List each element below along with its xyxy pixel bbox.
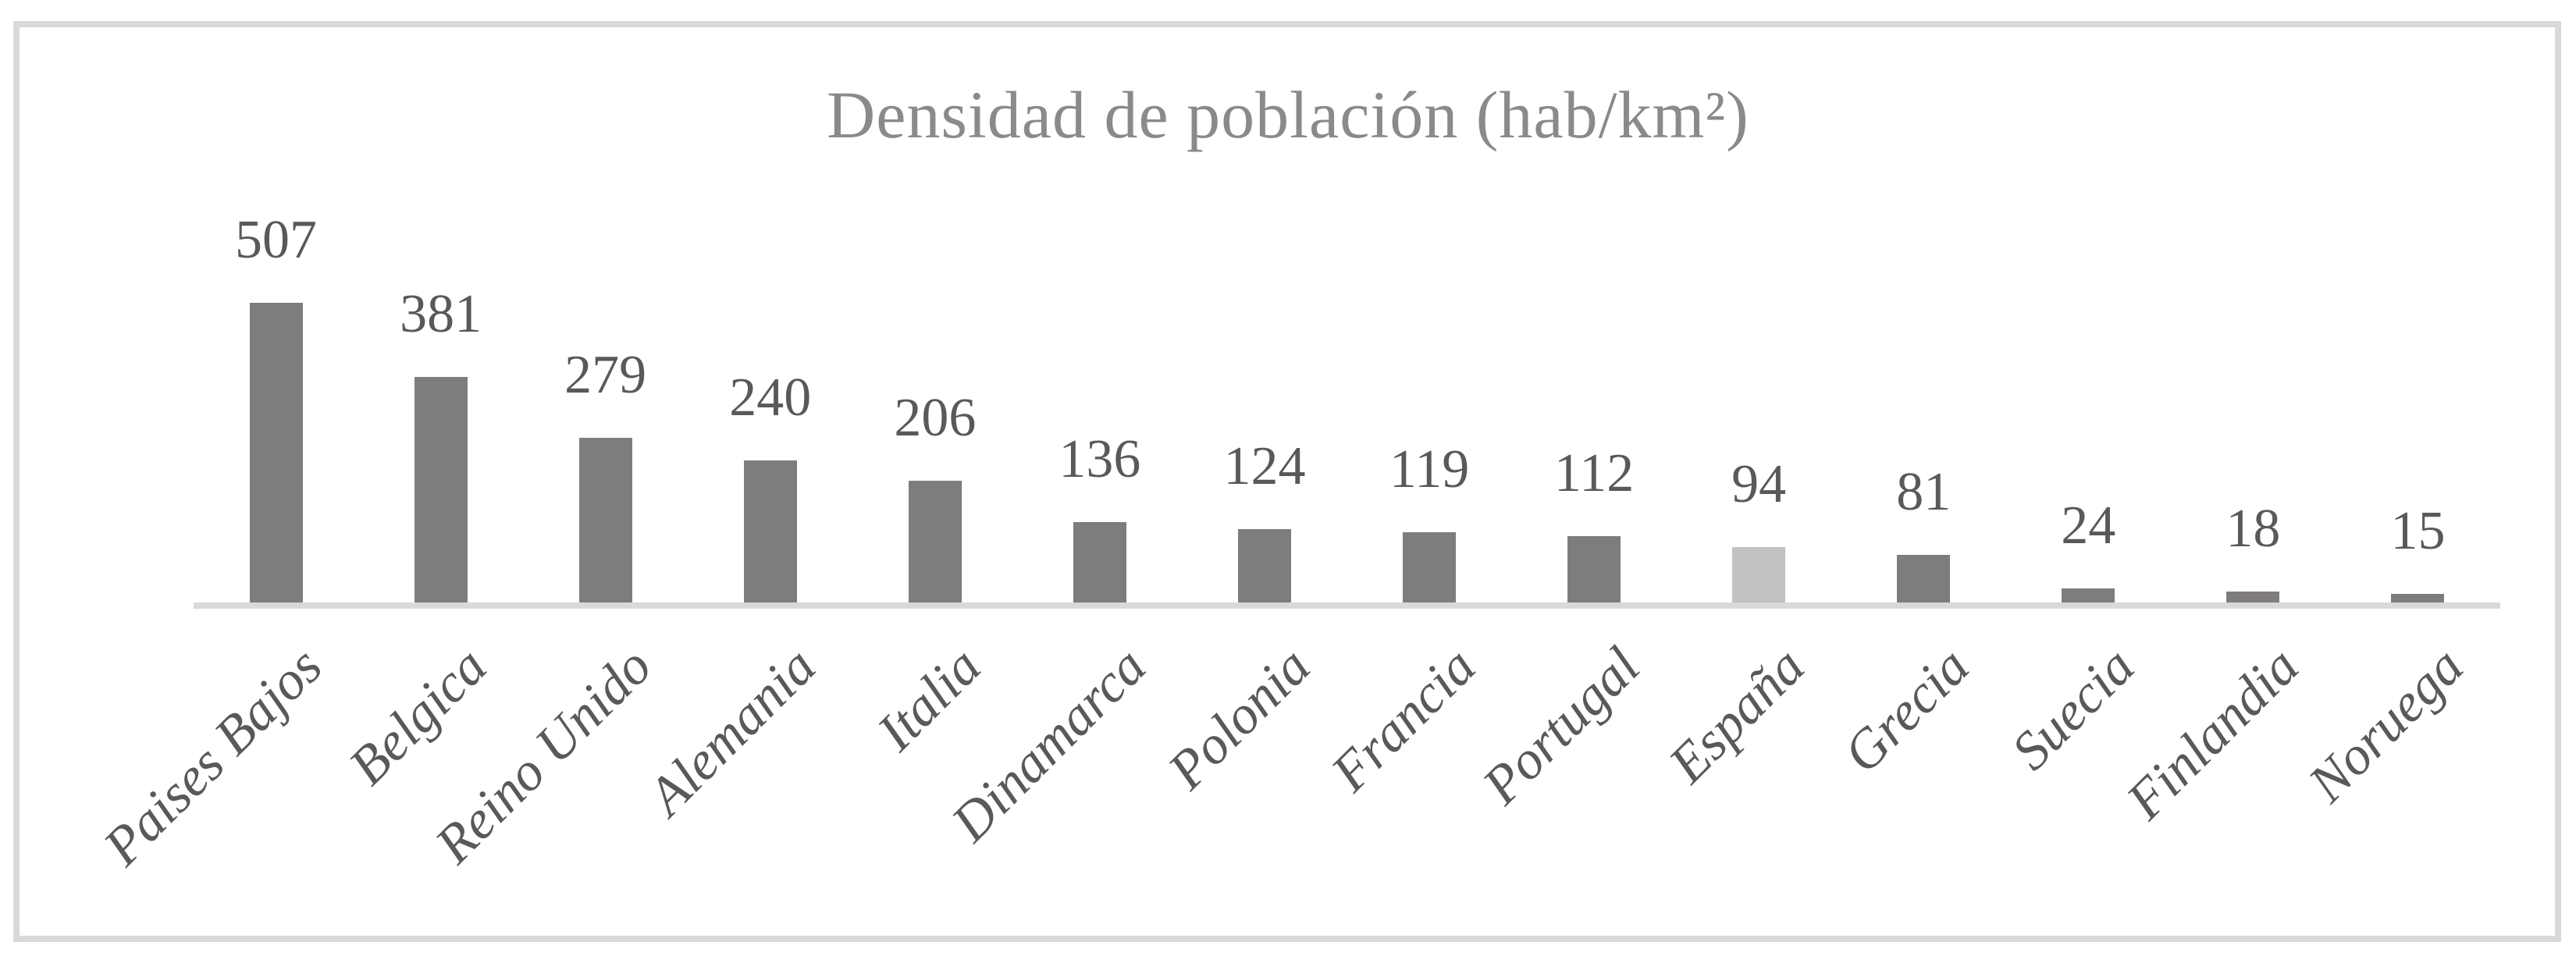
data-label: 240 — [729, 368, 812, 428]
data-label: 381 — [400, 284, 482, 344]
chart-title: Densidad de población (hab/km²) — [827, 77, 1749, 152]
data-label: 81 — [1896, 462, 1952, 522]
data-label: 18 — [2226, 499, 2281, 559]
bar-noruega — [2391, 594, 2445, 602]
data-label: 507 — [235, 210, 318, 270]
data-label: 206 — [894, 388, 977, 448]
bar-grecia — [1897, 555, 1951, 602]
bar-finlandia — [2226, 592, 2280, 602]
bar-paises-bajos — [249, 303, 303, 602]
data-label: 15 — [2390, 501, 2446, 561]
data-label: 124 — [1223, 436, 1306, 496]
bar-dinamarca — [1073, 522, 1126, 602]
bar-españa — [1732, 547, 1786, 602]
bar-reino-unido — [578, 438, 632, 602]
data-label: 94 — [1731, 454, 1787, 514]
bar-suecia — [2062, 588, 2115, 602]
bar-francia — [1403, 532, 1457, 602]
x-axis-line — [194, 602, 2500, 609]
bar-belgica — [414, 377, 468, 602]
data-label: 279 — [564, 345, 647, 405]
bar-portugal — [1567, 536, 1621, 602]
data-label: 24 — [2061, 496, 2116, 556]
data-label: 112 — [1553, 443, 1635, 503]
data-label: 119 — [1389, 439, 1470, 499]
bar-polonia — [1237, 529, 1291, 602]
bar-italia — [908, 481, 962, 602]
data-label: 136 — [1059, 429, 1141, 489]
bar-alemania — [743, 460, 797, 602]
